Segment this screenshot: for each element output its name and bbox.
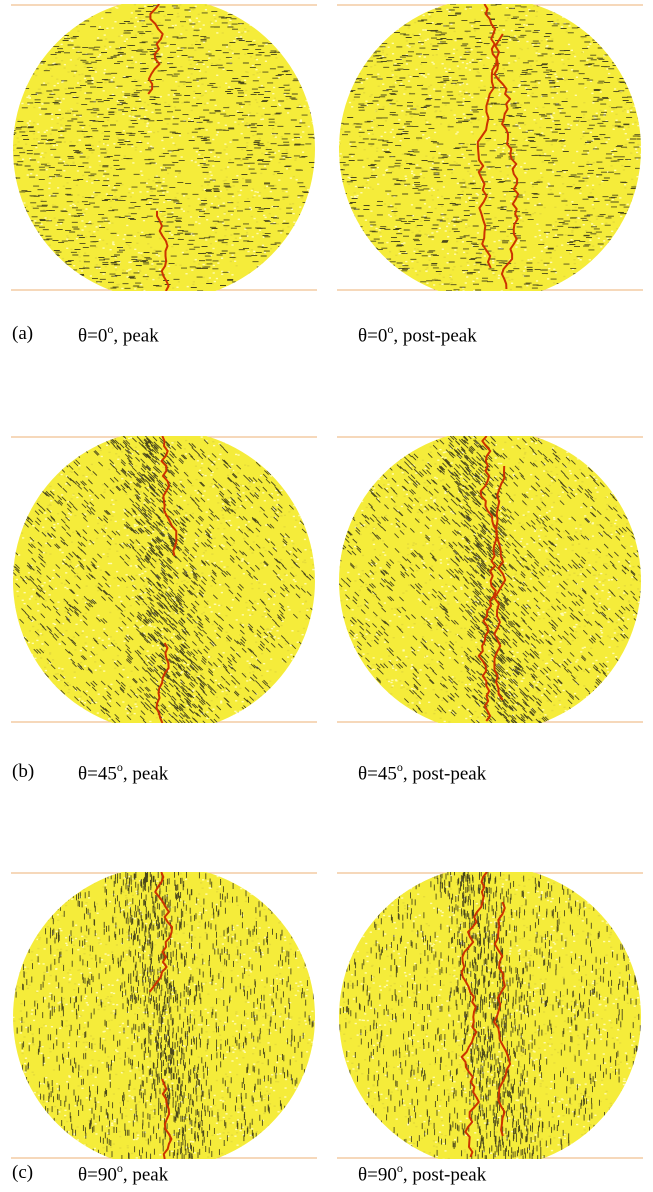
disk-panel-a-postpeak: [337, 4, 643, 291]
crack-path: [477, 436, 507, 722]
caption-b-peak: θ=45o, peak: [78, 760, 169, 785]
disk-b-postpeak-svg: [337, 436, 643, 723]
disk-b-peak-svg: [11, 436, 317, 723]
disk-body: [13, 872, 315, 1159]
disk-a-peak-svg: [11, 4, 317, 291]
disk-body: [339, 436, 641, 723]
crack-path: [147, 4, 170, 291]
particle-texture: [13, 436, 315, 723]
disk-a-postpeak-svg: [337, 4, 643, 291]
disk-panel-b-peak: [11, 436, 317, 723]
row-tag-a: (a): [12, 323, 34, 344]
disk-panel-c-peak: [11, 872, 317, 1159]
caption-a-postpeak: θ=0o, post-peak: [358, 322, 477, 347]
disk-panel-a-peak: [11, 4, 317, 291]
disk-c-peak-svg: [11, 872, 317, 1159]
crack-path: [148, 872, 173, 1159]
crack-path: [155, 436, 178, 723]
disk-c-postpeak-svg: [337, 872, 643, 1159]
crack-path: [476, 4, 520, 290]
caption-b-postpeak: θ=45o, post-peak: [358, 760, 487, 785]
row-tag-b: (b): [12, 761, 35, 782]
particle-texture: [339, 4, 641, 291]
particle-texture: [339, 872, 641, 1159]
caption-c-postpeak: θ=90o, post-peak: [358, 1161, 487, 1186]
caption-c-peak: θ=90o, peak: [78, 1161, 169, 1186]
crack-path: [460, 872, 512, 1158]
row-tag-c: (c): [12, 1162, 34, 1183]
caption-a-peak: θ=0o, peak: [78, 322, 159, 347]
disk-panel-c-postpeak: [337, 872, 643, 1159]
disk-panel-b-postpeak: [337, 436, 643, 723]
